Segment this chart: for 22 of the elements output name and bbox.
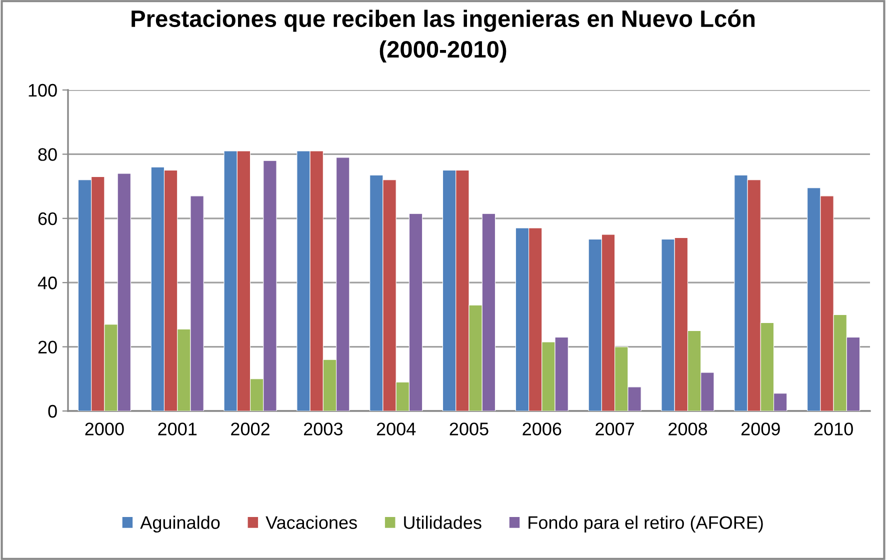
x-tick-label: 2003 (304, 422, 342, 436)
y-tick-label: 0 (48, 404, 57, 418)
x-tick-label: 2010 (814, 422, 853, 436)
legend-label: Fondo para el retiro (AFORE) (528, 516, 763, 533)
legend-label: Utilidades (404, 516, 482, 529)
x-tick-label: 2004 (376, 422, 416, 436)
y-tick-label: 100 (28, 84, 57, 97)
y-tick-label: 60 (38, 212, 57, 226)
y-tick-label: 80 (38, 148, 57, 161)
legend-label: Vacaciones (266, 516, 357, 529)
x-tick-label: 2008 (668, 422, 708, 436)
x-tick-label: 2000 (85, 422, 124, 436)
x-tick-label: 2009 (741, 422, 780, 436)
chart-title: Prestaciones que reciben las ingenieras en Nuevo Lcón (2000-2010) (132, 10, 755, 62)
x-tick-label: 2001 (158, 422, 197, 436)
x-tick-label: 2007 (596, 422, 634, 436)
legend-label: Aguinaldo (140, 516, 220, 533)
y-tick-label: 40 (38, 276, 57, 290)
x-tick-label: 2005 (450, 422, 488, 436)
x-tick-label: 2006 (522, 422, 562, 436)
x-tick-label: 2002 (231, 422, 270, 436)
y-tick-label: 20 (38, 340, 57, 354)
